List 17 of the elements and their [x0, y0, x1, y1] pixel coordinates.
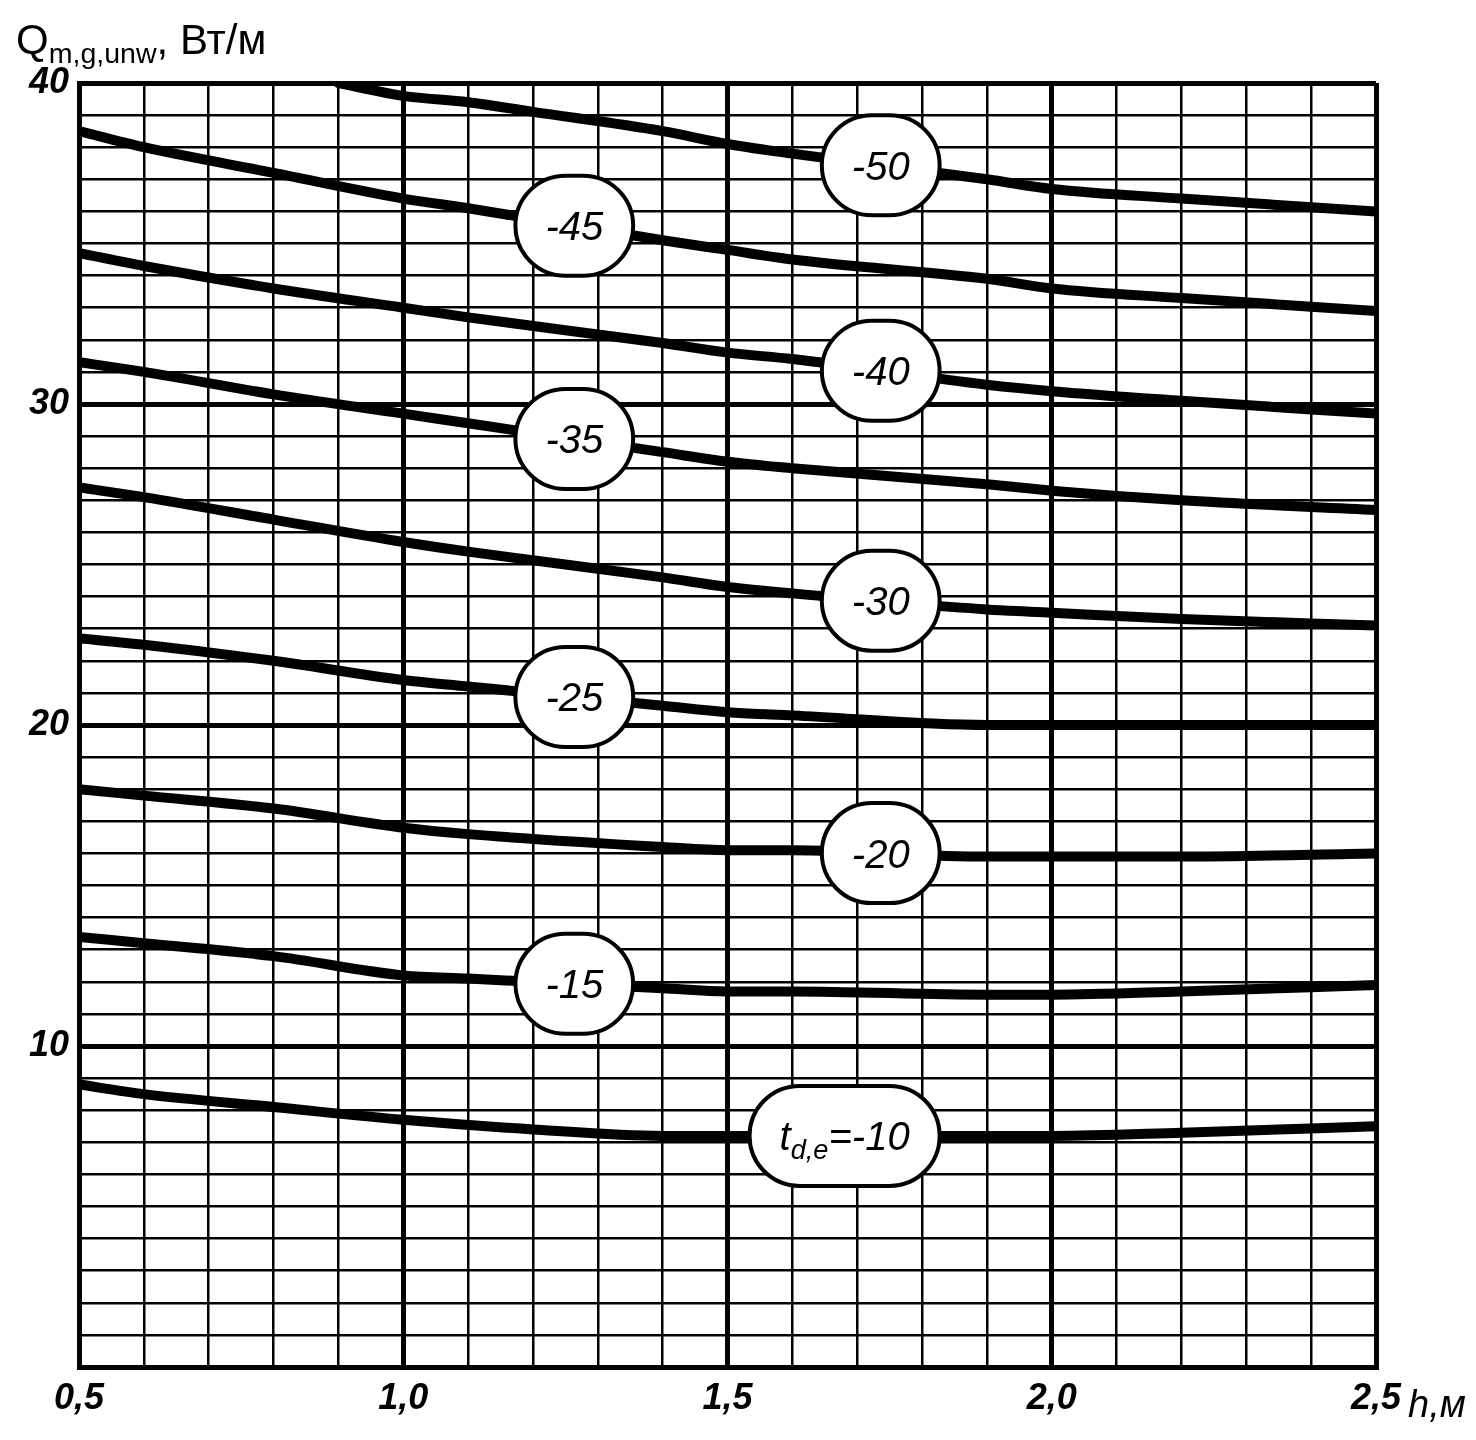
- series-label: -50: [851, 143, 910, 188]
- series-label: -20: [851, 831, 910, 876]
- x-tick-label: 0,5: [53, 1375, 105, 1417]
- series-label: -30: [851, 579, 910, 624]
- x-tick-label: 1,0: [378, 1375, 429, 1417]
- y-tick-label: 20: [27, 701, 69, 743]
- x-tick-label: 2,5: [1349, 1375, 1402, 1417]
- x-axis-title: h,м: [1408, 1383, 1466, 1425]
- y-tick-label: 10: [28, 1022, 69, 1064]
- x-tick-label: 2,0: [1025, 1375, 1077, 1417]
- y-tick-label: 30: [28, 380, 69, 422]
- series-label: -25: [545, 675, 604, 720]
- series-label: -45: [545, 204, 604, 249]
- x-tick-label: 1,5: [702, 1375, 754, 1417]
- series-label: -15: [545, 962, 604, 1007]
- series-label: -35: [545, 417, 604, 462]
- series-label: -40: [851, 349, 910, 394]
